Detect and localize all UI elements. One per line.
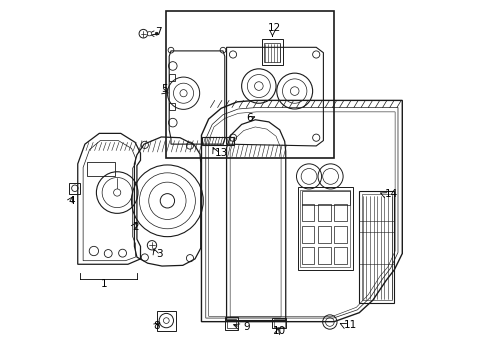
Circle shape (163, 318, 169, 323)
Bar (317, 247, 330, 264)
Text: 12: 12 (267, 23, 281, 33)
Text: 11: 11 (344, 320, 357, 330)
Bar (301, 226, 314, 243)
Bar (165, 12, 333, 158)
Bar (272, 318, 285, 328)
Text: 1: 1 (101, 279, 107, 289)
Circle shape (155, 32, 158, 35)
Bar (169, 74, 174, 81)
Text: 13: 13 (215, 148, 228, 158)
Bar (297, 187, 352, 270)
Bar (156, 311, 176, 330)
Circle shape (160, 194, 174, 208)
Bar (264, 42, 280, 62)
Circle shape (290, 87, 298, 95)
Circle shape (147, 32, 151, 36)
Bar (261, 40, 283, 65)
Bar (86, 162, 115, 176)
Bar (300, 190, 349, 267)
Text: 10: 10 (273, 326, 286, 336)
Text: 5: 5 (161, 84, 167, 94)
Bar (301, 247, 314, 264)
Bar (301, 204, 314, 221)
Bar (301, 192, 349, 205)
Text: 7: 7 (155, 27, 162, 37)
Bar (202, 137, 234, 145)
Bar (362, 194, 391, 300)
Bar (333, 226, 346, 243)
Bar (333, 247, 346, 264)
Bar (317, 204, 330, 221)
Text: 8: 8 (153, 321, 160, 331)
Text: 9: 9 (243, 322, 249, 332)
Bar (224, 317, 237, 330)
Circle shape (180, 90, 187, 97)
Text: 14: 14 (384, 189, 398, 199)
Bar (317, 226, 330, 243)
Bar (273, 319, 285, 327)
Bar (226, 319, 235, 328)
Circle shape (113, 189, 121, 196)
Bar (333, 204, 346, 221)
Text: 3: 3 (156, 249, 163, 259)
Bar (69, 183, 80, 194)
Circle shape (254, 82, 263, 90)
Text: 2: 2 (132, 222, 138, 232)
Text: 6: 6 (246, 113, 252, 123)
Bar (169, 103, 174, 110)
Bar (359, 192, 394, 303)
Text: 4: 4 (69, 197, 75, 206)
